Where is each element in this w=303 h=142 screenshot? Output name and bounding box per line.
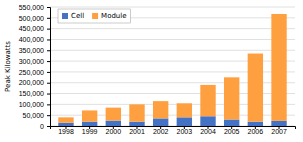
y-tick-label: 150,000 bbox=[19, 90, 44, 97]
x-tick-label: 2001 bbox=[129, 128, 145, 135]
grid-line bbox=[50, 28, 295, 29]
bar bbox=[106, 121, 121, 126]
bar bbox=[177, 103, 192, 117]
y-tick-mark bbox=[47, 7, 50, 8]
y-tick-mark bbox=[47, 94, 50, 95]
y-tick-label: 250,000 bbox=[19, 69, 44, 76]
y-tick-label: 100,000 bbox=[19, 101, 44, 108]
bar bbox=[58, 117, 73, 122]
x-tick: 2000 bbox=[106, 126, 122, 135]
y-tick-mark bbox=[47, 50, 50, 51]
bar bbox=[248, 54, 263, 122]
y-axis: 0 50,000 100,000 150,000 200,000 250,000 300,0… bbox=[19, 4, 51, 130]
bar bbox=[129, 122, 144, 126]
x-tick-label: 2003 bbox=[177, 128, 193, 135]
bar bbox=[224, 120, 239, 126]
x-tick-label: 2005 bbox=[224, 128, 240, 135]
bar bbox=[58, 123, 73, 126]
plot: 0 50,000 100,000 150,000 200,000 250,000 300,0… bbox=[19, 4, 296, 135]
x-tick-label: 2000 bbox=[106, 128, 122, 135]
bar bbox=[82, 122, 97, 126]
y-tick-mark bbox=[47, 18, 50, 19]
y-tick: 150,000 bbox=[19, 90, 50, 97]
bar bbox=[106, 108, 121, 121]
y-tick: 100,000 bbox=[19, 101, 50, 108]
y-tick-mark bbox=[47, 72, 50, 73]
legend-label: Module bbox=[101, 12, 126, 20]
y-tick: 400,000 bbox=[19, 36, 50, 43]
y-tick: 450,000 bbox=[19, 25, 50, 32]
x-tick: 2004 bbox=[200, 126, 216, 135]
y-tick-label: 450,000 bbox=[19, 25, 44, 32]
x-tick-label: 2002 bbox=[153, 128, 169, 135]
y-tick: 250,000 bbox=[19, 69, 50, 76]
bar bbox=[200, 85, 215, 116]
y-tick-label: 50,000 bbox=[23, 112, 45, 119]
legend-frame bbox=[58, 9, 131, 23]
x-tick: 1999 bbox=[82, 126, 98, 135]
x-tick: 2001 bbox=[129, 126, 145, 135]
x-tick: 2002 bbox=[153, 126, 169, 135]
y-tick: 550,000 bbox=[19, 4, 50, 11]
legend-swatch bbox=[62, 13, 68, 19]
bar bbox=[224, 77, 239, 119]
y-tick-label: 300,000 bbox=[19, 58, 44, 65]
y-tick-label: 550,000 bbox=[19, 4, 44, 11]
legend-swatch bbox=[92, 13, 98, 19]
y-tick: 350,000 bbox=[19, 47, 50, 54]
bar bbox=[129, 104, 144, 121]
x-tick: 1998 bbox=[58, 126, 74, 135]
x-tick-label: 1999 bbox=[82, 128, 98, 135]
bar bbox=[153, 118, 168, 126]
y-tick-label: 400,000 bbox=[19, 36, 44, 43]
y-tick-mark bbox=[47, 39, 50, 40]
grid-line bbox=[50, 39, 295, 40]
x-tick: 2006 bbox=[248, 126, 264, 135]
legend-item: Cell bbox=[62, 12, 84, 20]
x-tick: 2007 bbox=[271, 126, 287, 135]
bar bbox=[200, 116, 215, 126]
y-tick-mark bbox=[47, 115, 50, 116]
grid bbox=[50, 7, 295, 126]
x-tick-label: 2004 bbox=[200, 128, 216, 135]
x-tick-label: 2007 bbox=[271, 128, 287, 135]
y-tick-label: 200,000 bbox=[19, 79, 44, 86]
y-tick-mark bbox=[47, 83, 50, 84]
grid-line bbox=[50, 50, 295, 51]
y-tick: 200,000 bbox=[19, 79, 50, 86]
chart: 0 50,000 100,000 150,000 200,000 250,000 300,0… bbox=[0, 0, 303, 142]
x-tick: 2005 bbox=[224, 126, 240, 135]
y-axis-line bbox=[47, 8, 51, 127]
y-tick-mark bbox=[47, 126, 50, 127]
y-tick-label: 350,000 bbox=[19, 47, 44, 54]
bars bbox=[58, 14, 286, 126]
y-tick: 300,000 bbox=[19, 58, 50, 65]
x-tick-label: 1998 bbox=[58, 128, 74, 135]
bar-series bbox=[58, 14, 286, 123]
legend-item: Module bbox=[92, 12, 126, 20]
y-tick: 50,000 bbox=[23, 112, 50, 119]
y-tick: 0 bbox=[40, 123, 50, 130]
y-tick-mark bbox=[47, 61, 50, 62]
y-tick-mark bbox=[47, 29, 50, 30]
y-tick-label: 0 bbox=[40, 123, 44, 130]
x-tick: 2003 bbox=[177, 126, 193, 135]
y-axis-title: Peak Kilowatts bbox=[4, 41, 12, 92]
y-tick-mark bbox=[47, 104, 50, 105]
bar bbox=[82, 110, 97, 121]
x-tick-label: 2006 bbox=[248, 128, 264, 135]
y-tick-label: 500,000 bbox=[19, 15, 44, 22]
legend-label: Cell bbox=[71, 12, 84, 20]
bar bbox=[153, 101, 168, 118]
grid-line bbox=[50, 7, 295, 8]
bar bbox=[177, 117, 192, 126]
bar bbox=[271, 121, 286, 126]
bar bbox=[248, 122, 263, 126]
x-axis: 1998 1999 2000 2001 2002 2003 2004 2005 2006 2007 bbox=[51, 126, 296, 135]
legend: Cell Module bbox=[58, 9, 131, 23]
bar bbox=[271, 14, 286, 121]
y-tick: 500,000 bbox=[19, 15, 50, 22]
